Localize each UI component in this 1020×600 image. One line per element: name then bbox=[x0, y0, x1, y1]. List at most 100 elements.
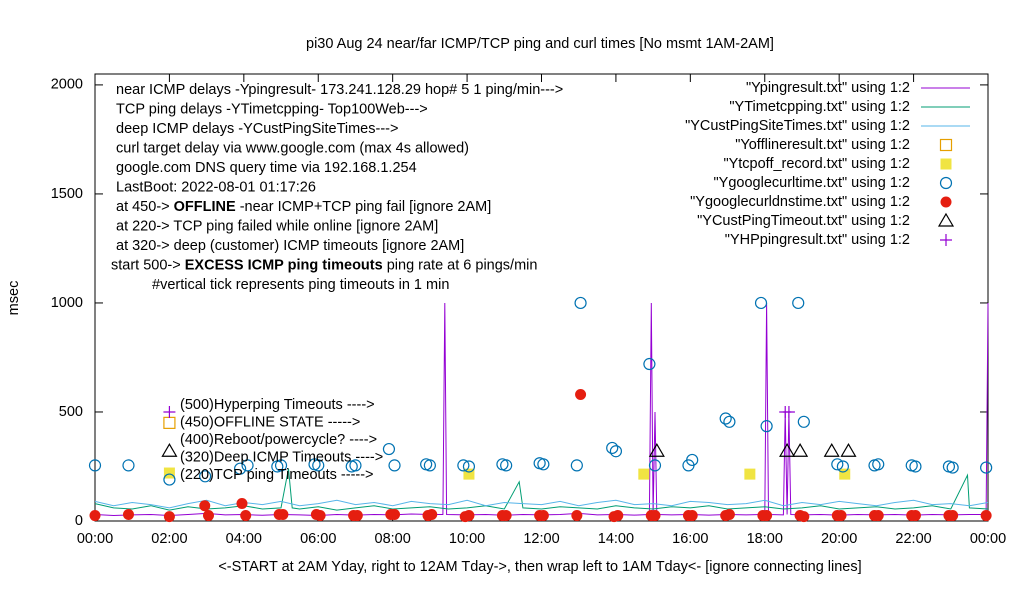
data-point bbox=[274, 459, 288, 472]
note: near ICMP delays -Ypingresult- 173.241.1… bbox=[116, 82, 563, 98]
data-point bbox=[947, 510, 959, 522]
data-point bbox=[388, 459, 401, 472]
data-point bbox=[909, 460, 922, 473]
note: deep ICMP delays -YCustPingSiteTimes---> bbox=[116, 121, 398, 137]
note-part: ping rate at 6 pings/min bbox=[383, 257, 538, 273]
y-tick-label: 1000 bbox=[51, 295, 83, 311]
data-point bbox=[797, 415, 810, 428]
x-tick-label: 00:00 bbox=[970, 531, 1006, 547]
data-point bbox=[839, 468, 851, 480]
data-point bbox=[719, 412, 732, 425]
note-part: at 450-> bbox=[116, 199, 174, 215]
x-tick-label: 22:00 bbox=[895, 531, 931, 547]
x-tick-label: 04:00 bbox=[226, 531, 262, 547]
x-tick-label: 08:00 bbox=[375, 531, 411, 547]
data-point bbox=[570, 459, 583, 472]
data-point bbox=[202, 510, 214, 522]
x-tick-label: 10:00 bbox=[449, 531, 485, 547]
data-point bbox=[161, 443, 178, 457]
y-tick-label: 2000 bbox=[51, 77, 83, 93]
x-tick-label: 02:00 bbox=[151, 531, 187, 547]
y-tick-label: 0 bbox=[75, 513, 83, 529]
data-point bbox=[723, 415, 736, 428]
y-tick-label: 500 bbox=[59, 404, 83, 420]
data-point bbox=[686, 510, 698, 522]
data-point bbox=[648, 443, 665, 457]
data-point bbox=[779, 443, 796, 457]
series-line bbox=[94, 468, 989, 511]
note: curl target delay via www.google.com (ma… bbox=[116, 140, 469, 156]
data-point bbox=[163, 511, 175, 523]
legend-label: "YTimetcpping.txt" using 1:2 bbox=[729, 99, 910, 115]
data-point bbox=[686, 453, 699, 467]
data-point bbox=[744, 468, 756, 480]
note: at 220-> TCP ping failed while online [i… bbox=[116, 218, 438, 234]
data-point bbox=[754, 296, 768, 310]
marker-label: (500)Hyperping Timeouts ----> bbox=[180, 397, 375, 413]
legend-swatch bbox=[940, 234, 952, 246]
data-point bbox=[872, 510, 884, 522]
legend-label: "Yofflineresult.txt" using 1:2 bbox=[735, 137, 910, 153]
legend-label: "YCustPingSiteTimes.txt" using 1:2 bbox=[685, 118, 910, 134]
legend-label: "Ypingresult.txt" using 1:2 bbox=[746, 80, 910, 96]
data-point bbox=[163, 405, 176, 418]
data-point bbox=[980, 510, 992, 522]
note: TCP ping delays -YTimetcpping- Top100Web… bbox=[116, 101, 428, 117]
x-tick-label: 06:00 bbox=[300, 531, 336, 547]
data-point bbox=[382, 442, 396, 456]
legend-label: "Ytcpoff_record.txt" using 1:2 bbox=[723, 156, 910, 172]
data-point bbox=[575, 389, 587, 401]
data-point bbox=[946, 461, 959, 474]
y-tick-label: 1500 bbox=[51, 186, 83, 202]
data-point bbox=[836, 460, 849, 473]
data-point bbox=[638, 468, 650, 480]
data-point bbox=[163, 467, 175, 479]
data-point bbox=[500, 510, 512, 522]
legend-swatch bbox=[940, 158, 952, 170]
data-point bbox=[823, 443, 840, 457]
legend-label: "Ygooglecurltime.txt" using 1:2 bbox=[714, 175, 910, 191]
legend-label: "YHPpingresult.txt" using 1:2 bbox=[725, 232, 910, 248]
data-point bbox=[840, 443, 857, 457]
data-point bbox=[537, 458, 550, 471]
data-point bbox=[349, 459, 362, 472]
chart-title: pi30 Aug 24 near/far ICMP/TCP ping and c… bbox=[306, 36, 774, 52]
x-tick-label: 00:00 bbox=[77, 531, 113, 547]
x-tick-label: 20:00 bbox=[821, 531, 857, 547]
data-point bbox=[277, 508, 289, 520]
data-point bbox=[314, 510, 326, 522]
data-point bbox=[463, 468, 475, 480]
note-part: -near ICMP+TCP ping fail [ignore 2AM] bbox=[236, 199, 492, 215]
data-point bbox=[423, 459, 436, 472]
data-point bbox=[500, 459, 513, 472]
legend-label: "YCustPingTimeout.txt" using 1:2 bbox=[697, 213, 910, 229]
note: #vertical tick represents ping timeouts … bbox=[152, 277, 449, 293]
data-point bbox=[761, 510, 773, 522]
data-point bbox=[122, 508, 134, 520]
note-part: EXCESS ICMP ping timeouts bbox=[185, 257, 383, 273]
data-point bbox=[199, 470, 212, 483]
y-axis-label: msec bbox=[6, 281, 22, 316]
legend-label: "Ygooglecurldnstime.txt" using 1:2 bbox=[690, 194, 910, 210]
data-point bbox=[609, 445, 623, 458]
note: google.com DNS query time via 192.168.1.… bbox=[116, 160, 417, 176]
data-point bbox=[760, 420, 773, 433]
legend-swatch bbox=[939, 138, 953, 152]
note-part: start 500-> bbox=[111, 257, 185, 273]
note: at 320-> deep (customer) ICMP timeouts [… bbox=[116, 238, 464, 254]
data-point bbox=[389, 508, 401, 520]
data-point bbox=[980, 461, 993, 474]
note: LastBoot: 2022-08-01 01:17:26 bbox=[116, 179, 316, 195]
data-point bbox=[312, 459, 325, 472]
data-point bbox=[89, 510, 101, 522]
note: start 500-> EXCESS ICMP ping timeouts pi… bbox=[111, 257, 537, 273]
data-point bbox=[234, 462, 247, 475]
data-point bbox=[909, 510, 921, 522]
note: at 450-> OFFLINE -near ICMP+TCP ping fai… bbox=[116, 199, 491, 215]
data-point bbox=[798, 511, 810, 523]
x-tick-label: 14:00 bbox=[598, 531, 634, 547]
data-point bbox=[649, 510, 661, 522]
data-point bbox=[457, 459, 470, 472]
legend-swatch bbox=[937, 212, 955, 227]
data-point bbox=[163, 473, 176, 486]
